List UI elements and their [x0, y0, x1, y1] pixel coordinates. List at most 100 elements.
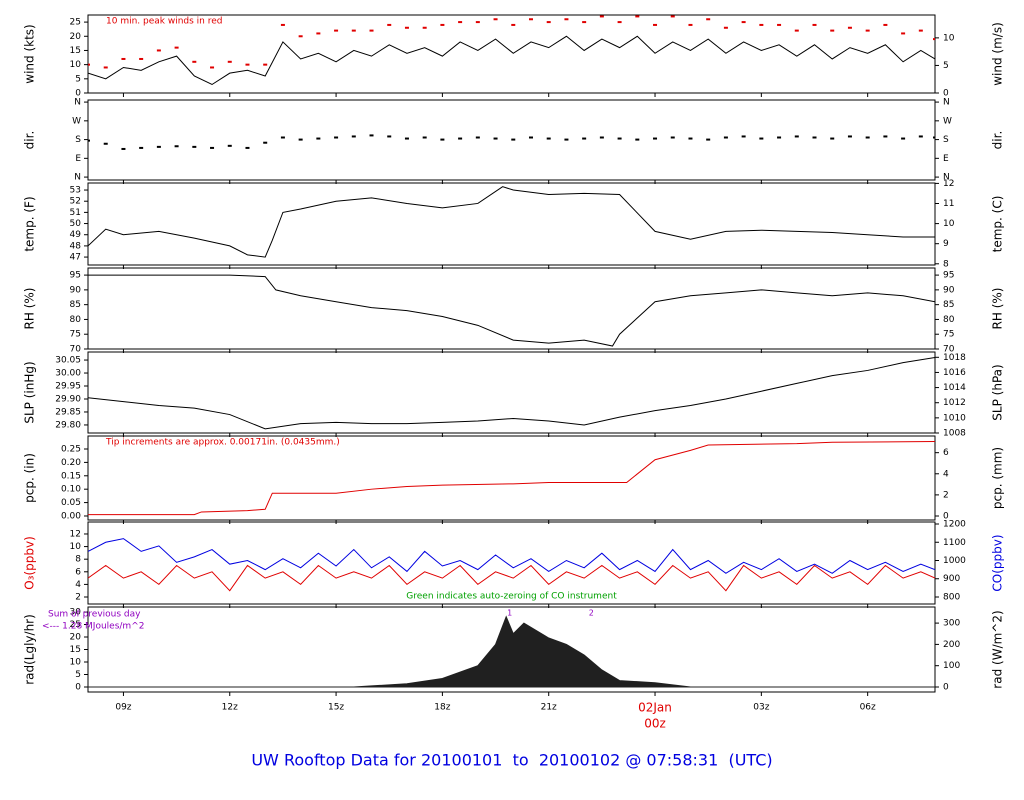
- point: [103, 66, 108, 69]
- point: [635, 138, 640, 141]
- annotation: 10 min. peak winds in red: [106, 17, 223, 27]
- point: [511, 23, 516, 26]
- point: [706, 138, 711, 141]
- y2-tick-label: 1018: [943, 353, 966, 363]
- point: [404, 137, 409, 140]
- point: [210, 146, 215, 149]
- point: [351, 135, 356, 138]
- point: [688, 137, 693, 140]
- point: [830, 29, 835, 32]
- point: [192, 145, 197, 148]
- y-tick-label: 8: [75, 555, 81, 565]
- panel-frame: [87, 14, 936, 94]
- annotation: Tip increments are approx. 0.00171in. (0…: [105, 438, 340, 448]
- y-tick-label: 25: [70, 18, 81, 28]
- y2-tick-label: 1016: [943, 368, 966, 378]
- y-tick-label: 30.05: [55, 356, 81, 366]
- x-tick-label: 12z: [222, 703, 238, 713]
- y2-tick-label: 0: [943, 682, 949, 692]
- y2-tick-label: 4: [943, 469, 949, 479]
- x-tick-label: 21z: [541, 703, 557, 713]
- y-axis-label: wind (kts): [23, 24, 37, 83]
- y-axis-label: pcp. (in): [23, 453, 37, 503]
- y-tick-label: 5: [75, 74, 81, 84]
- y2-tick-label: 2: [943, 490, 949, 500]
- point: [493, 137, 498, 140]
- point: [387, 23, 392, 26]
- y-tick-label: 5: [75, 670, 81, 680]
- annotation: Green indicates auto-zeroing of CO instr…: [406, 592, 617, 602]
- line: [88, 564, 935, 592]
- y-tick-label: 53: [70, 186, 81, 196]
- point: [369, 134, 374, 137]
- point: [227, 144, 232, 147]
- x-tick-label: 15z: [328, 703, 344, 713]
- y-tick-label: 52: [70, 197, 81, 207]
- point: [493, 18, 498, 21]
- y2-tick-label: 90: [943, 285, 955, 295]
- point: [812, 23, 817, 26]
- point: [653, 23, 658, 26]
- y-tick-label: 30.00: [55, 369, 81, 379]
- point: [263, 141, 268, 144]
- y-tick-label: 10: [70, 542, 82, 552]
- y-tick-label: 0: [75, 89, 81, 99]
- plot-area: [88, 538, 935, 592]
- y2-tick-label: 80: [943, 315, 955, 325]
- point: [617, 21, 622, 24]
- y-tick-label: 25: [70, 620, 81, 630]
- y-axis-label: SLP (inHg): [23, 361, 37, 423]
- plot-area: [88, 186, 935, 258]
- y-axis-label: temp. (F): [23, 196, 37, 251]
- y-tick-label: 10: [70, 658, 82, 668]
- line: [88, 538, 935, 574]
- y-tick-label: 0.00: [61, 511, 81, 521]
- y-tick-label: 6: [75, 567, 81, 577]
- y2-tick-label: 95: [943, 271, 954, 281]
- y2-tick-label: S: [943, 135, 949, 145]
- y2-tick-label: 900: [943, 574, 960, 584]
- date-label: 02Jan: [638, 701, 672, 715]
- y2-tick-label: 0: [943, 511, 949, 521]
- y-tick-label: 30: [70, 608, 82, 618]
- point: [582, 21, 587, 24]
- point: [351, 29, 356, 32]
- y-tick-label: 15: [70, 645, 81, 655]
- point: [334, 136, 339, 139]
- marker-label: 1: [507, 609, 512, 618]
- point: [599, 15, 604, 18]
- area: [88, 615, 935, 688]
- y2-tick-label: 85: [943, 300, 954, 310]
- y-tick-label: 70: [70, 345, 82, 355]
- point: [723, 136, 728, 139]
- point: [706, 18, 711, 21]
- y-tick-label: S: [75, 135, 81, 145]
- y2-tick-label: 1010: [943, 413, 966, 423]
- point: [174, 145, 179, 148]
- y2-axis-label: CO(ppbv): [991, 534, 1005, 591]
- y2-tick-label: N: [943, 173, 950, 183]
- point: [475, 136, 480, 139]
- point: [280, 23, 285, 26]
- note: <--- 1.28 MJoules/m^2: [42, 622, 144, 632]
- panel-frame: [87, 435, 936, 521]
- line: [88, 356, 935, 430]
- point: [174, 46, 179, 49]
- point: [298, 138, 303, 141]
- y-tick-label: 0.15: [61, 471, 81, 481]
- panel-frame: [87, 351, 936, 434]
- page-title: UW Rooftop Data for 20100101 to 20100102…: [251, 751, 772, 770]
- point: [280, 136, 285, 139]
- plot-area: [88, 615, 935, 688]
- y2-tick-label: 12: [943, 179, 954, 189]
- plot-area: [88, 15, 935, 86]
- y-tick-label: 29.95: [55, 382, 81, 392]
- point: [298, 35, 303, 38]
- y2-tick-label: 6: [943, 448, 949, 458]
- y-tick-label: 12: [70, 529, 81, 539]
- note: Sum of previous day: [48, 610, 141, 620]
- panel-frame: [87, 267, 936, 350]
- point: [741, 135, 746, 138]
- point: [777, 23, 782, 26]
- y2-axis-label: pcp. (mm): [991, 447, 1005, 509]
